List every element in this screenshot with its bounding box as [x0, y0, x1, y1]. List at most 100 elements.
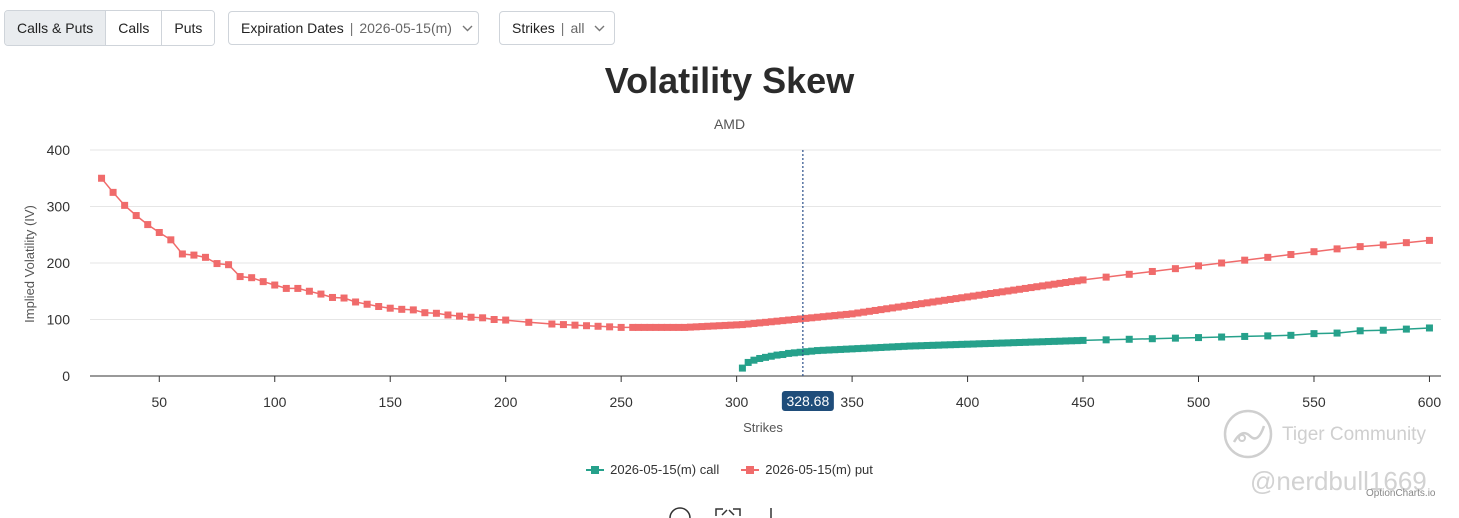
- data-point[interactable]: [236, 273, 244, 281]
- data-point[interactable]: [1356, 243, 1364, 251]
- data-point[interactable]: [871, 344, 879, 352]
- data-point[interactable]: [779, 317, 787, 325]
- data-point[interactable]: [1004, 287, 1012, 295]
- data-point[interactable]: [634, 323, 642, 331]
- data-point[interactable]: [1425, 236, 1433, 244]
- data-point[interactable]: [940, 341, 948, 349]
- data-point[interactable]: [790, 349, 798, 357]
- data-point[interactable]: [790, 316, 798, 323]
- data-point[interactable]: [1016, 285, 1024, 293]
- data-point[interactable]: [917, 300, 925, 308]
- data-point[interactable]: [1241, 256, 1249, 264]
- data-point[interactable]: [756, 319, 764, 327]
- data-point[interactable]: [837, 311, 845, 319]
- data-point[interactable]: [946, 295, 954, 303]
- data-point[interactable]: [958, 294, 966, 302]
- data-point[interactable]: [1264, 253, 1272, 261]
- data-point[interactable]: [1310, 330, 1318, 338]
- data-point[interactable]: [328, 293, 336, 301]
- data-point[interactable]: [109, 188, 117, 196]
- data-point[interactable]: [259, 278, 267, 286]
- data-point[interactable]: [900, 302, 908, 310]
- data-point[interactable]: [1148, 267, 1156, 275]
- data-point[interactable]: [946, 341, 954, 349]
- data-point[interactable]: [1287, 251, 1295, 259]
- data-point[interactable]: [1067, 337, 1075, 345]
- data-point[interactable]: [646, 323, 654, 331]
- data-point[interactable]: [767, 318, 775, 326]
- info-icon[interactable]: [668, 506, 692, 518]
- data-point[interactable]: [386, 304, 394, 312]
- data-point[interactable]: [998, 339, 1006, 347]
- data-point[interactable]: [1027, 338, 1035, 346]
- data-point[interactable]: [860, 344, 868, 352]
- data-point[interactable]: [710, 322, 718, 330]
- data-point[interactable]: [409, 306, 417, 314]
- data-point[interactable]: [583, 322, 591, 330]
- data-point[interactable]: [785, 349, 793, 357]
- data-point[interactable]: [282, 284, 290, 292]
- data-point[interactable]: [652, 323, 660, 331]
- data-point[interactable]: [796, 315, 804, 323]
- data-point[interactable]: [1010, 286, 1018, 294]
- data-point[interactable]: [975, 291, 983, 299]
- data-point[interactable]: [1050, 337, 1058, 345]
- data-point[interactable]: [767, 352, 775, 360]
- data-point[interactable]: [658, 323, 666, 331]
- data-point[interactable]: [686, 323, 694, 331]
- data-point[interactable]: [1050, 280, 1058, 288]
- data-point[interactable]: [1425, 324, 1433, 332]
- data-point[interactable]: [975, 340, 983, 348]
- data-point[interactable]: [750, 319, 758, 327]
- data-point[interactable]: [1171, 265, 1179, 273]
- data-point[interactable]: [525, 318, 533, 326]
- data-point[interactable]: [952, 295, 960, 303]
- data-point[interactable]: [987, 339, 995, 347]
- data-point[interactable]: [1056, 337, 1064, 345]
- data-point[interactable]: [663, 323, 671, 331]
- data-point[interactable]: [854, 345, 862, 353]
- data-point[interactable]: [681, 323, 689, 331]
- data-point[interactable]: [808, 314, 816, 322]
- data-point[interactable]: [1218, 333, 1226, 341]
- data-point[interactable]: [762, 353, 769, 361]
- data-point[interactable]: [1067, 278, 1075, 286]
- data-point[interactable]: [831, 346, 839, 354]
- data-point[interactable]: [559, 321, 567, 329]
- data-point[interactable]: [352, 298, 360, 306]
- data-point[interactable]: [992, 289, 1000, 297]
- data-point[interactable]: [178, 250, 186, 258]
- legend-item-call[interactable]: 2026-05-15(m) call: [586, 462, 719, 477]
- data-point[interactable]: [894, 343, 902, 351]
- data-point[interactable]: [1004, 339, 1012, 347]
- data-point[interactable]: [669, 323, 677, 331]
- data-point[interactable]: [340, 294, 348, 302]
- data-point[interactable]: [201, 253, 209, 261]
- data-point[interactable]: [571, 321, 579, 329]
- data-point[interactable]: [808, 347, 816, 355]
- data-point[interactable]: [1062, 278, 1070, 286]
- data-point[interactable]: [144, 221, 152, 229]
- data-point[interactable]: [831, 312, 839, 320]
- data-point[interactable]: [548, 320, 556, 328]
- data-point[interactable]: [305, 287, 313, 295]
- data-point[interactable]: [363, 300, 371, 308]
- data-point[interactable]: [865, 344, 873, 352]
- data-point[interactable]: [692, 323, 700, 331]
- data-point[interactable]: [317, 290, 325, 298]
- data-point[interactable]: [248, 274, 256, 282]
- data-point[interactable]: [1195, 262, 1203, 270]
- data-point[interactable]: [958, 340, 966, 348]
- data-point[interactable]: [733, 321, 741, 329]
- data-point[interactable]: [1333, 329, 1341, 337]
- data-point[interactable]: [1073, 277, 1081, 285]
- data-point[interactable]: [825, 312, 833, 320]
- data-point[interactable]: [132, 212, 140, 220]
- data-point[interactable]: [744, 358, 752, 366]
- data-point[interactable]: [738, 321, 746, 329]
- data-point[interactable]: [762, 318, 769, 326]
- expiration-dates-dropdown[interactable]: Expiration Dates | 2026-05-15(m): [228, 11, 479, 45]
- data-point[interactable]: [1333, 245, 1341, 253]
- data-point[interactable]: [860, 308, 868, 316]
- strikes-dropdown[interactable]: Strikes | all: [499, 11, 615, 45]
